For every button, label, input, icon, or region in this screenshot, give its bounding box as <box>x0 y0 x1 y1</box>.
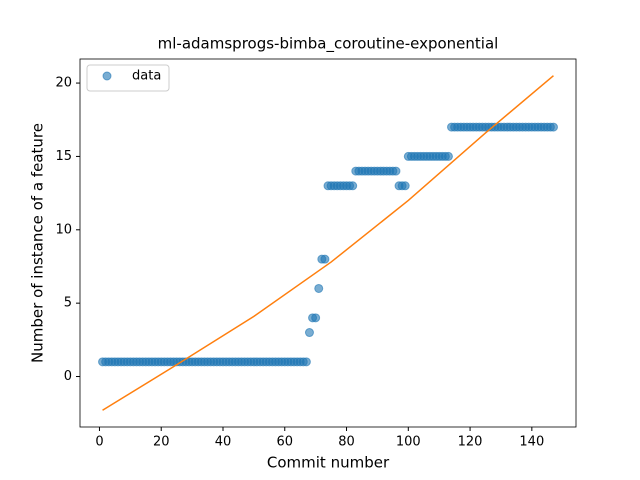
data-point <box>314 283 324 293</box>
x-axis-label: Commit number <box>267 454 390 472</box>
legend-label: data <box>132 69 161 84</box>
data-point <box>311 313 321 323</box>
x-tick-label: 120 <box>458 435 483 450</box>
data-point <box>348 181 358 191</box>
x-tick-label: 40 <box>215 435 232 450</box>
chart-title: ml-adamsprogs-bimba_coroutine-exponentia… <box>158 35 499 54</box>
legend-box <box>86 64 170 92</box>
data-point <box>304 328 314 338</box>
x-tick-label: 60 <box>276 435 293 450</box>
data-point <box>400 181 410 191</box>
data-point <box>320 254 330 264</box>
x-tick-label: 0 <box>95 435 103 450</box>
y-tick-label: 0 <box>64 369 72 384</box>
y-axis-label: Number of instance of a feature <box>29 123 47 363</box>
y-tick-label: 10 <box>55 222 72 237</box>
y-tick-label: 15 <box>55 149 72 164</box>
data-point <box>443 151 453 161</box>
x-tick-label: 140 <box>519 435 544 450</box>
y-tick-label: 5 <box>64 296 72 311</box>
x-tick-label: 20 <box>153 435 170 450</box>
x-tick-label: 100 <box>396 435 421 450</box>
data-point <box>548 122 558 132</box>
plot-frame <box>79 58 577 428</box>
fit-line <box>102 75 554 411</box>
y-tick-label: 20 <box>55 76 72 91</box>
data-point <box>301 357 311 367</box>
data-point <box>391 166 401 176</box>
legend-marker <box>102 71 112 81</box>
x-tick-label: 80 <box>338 435 355 450</box>
